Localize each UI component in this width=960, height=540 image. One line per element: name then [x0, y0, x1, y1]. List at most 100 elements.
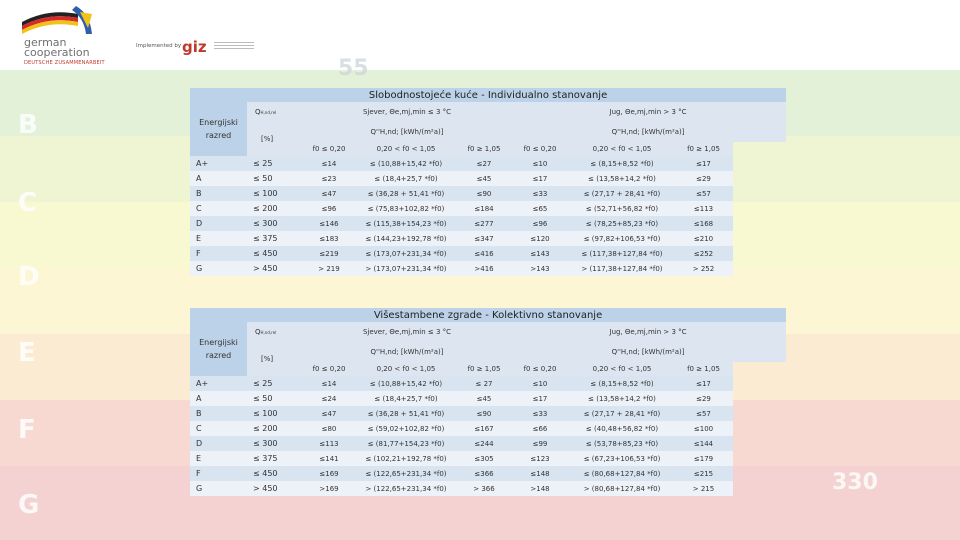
logo-line-3: DEUTSCHE ZUSAMMENARBEIT — [24, 60, 105, 66]
energy-class-cell: B — [190, 406, 247, 421]
energy-class-header: Energijski razred — [190, 102, 247, 156]
table-title-row: Slobodnostojeće kuće - Individualno stan… — [190, 88, 787, 102]
value-cell: ≤17 — [674, 376, 733, 391]
bg-letter: B — [18, 110, 38, 140]
percent-header: [%] — [247, 122, 304, 156]
energy-class-cell: C — [190, 201, 247, 216]
percent-cell: ≤ 300 — [247, 436, 304, 451]
table-row: E ≤ 375 ≤141 ≤ (102,21+192,78 *f0) ≤305 ≤123 ≤… — [190, 451, 786, 466]
value-cell: ≤29 — [674, 171, 733, 186]
q-main: Q — [255, 108, 261, 116]
energy-class-cell: A — [190, 171, 247, 186]
value-cell: ≤ (117,38+127,84 *f0) — [570, 246, 674, 261]
q-subscript: H,nd,rel — [260, 110, 277, 115]
implemented-by-label: Implemented by — [136, 43, 182, 49]
table-row: B ≤ 100 ≤47 ≤ (36,28 + 51,41 *f0) ≤90 ≤33 ≤ (2… — [190, 406, 786, 421]
value-cell: ≤100 — [674, 421, 733, 436]
value-cell: ≤ 27 — [458, 376, 510, 391]
percent-cell: ≤ 100 — [247, 406, 304, 421]
table-title: Slobodnostojeće kuće - Individualno stan… — [190, 88, 787, 102]
table-row: A+ ≤ 25 ≤14 ≤ (10,88+15,42 *f0) ≤ 27 ≤10 ≤ (8,… — [190, 376, 786, 391]
energy-class-cell: F — [190, 246, 247, 261]
table-row: D ≤ 300 ≤146 ≤ (115,38+154,23 *f0) ≤277 ≤96 ≤ … — [190, 216, 786, 231]
value-cell: ≤ (97,82+106,53 *f0) — [570, 231, 674, 246]
q-header: QH,nd,rel — [247, 322, 304, 342]
value-cell: ≤168 — [674, 216, 733, 231]
north-header: Sjever, Θe,mj,min ≤ 3 °C — [304, 322, 510, 342]
value-cell: ≤66 — [510, 421, 570, 436]
table-row: F ≤ 450 ≤219 ≤ (173,07+231,34 *f0) ≤416 ≤143 ≤… — [190, 246, 786, 261]
f0-col-header: f0 ≤ 0,20 — [304, 362, 354, 376]
percent-cell: ≤ 100 — [247, 186, 304, 201]
value-cell: ≤ (122,65+231,34 *f0) — [354, 466, 458, 481]
value-cell: > 366 — [458, 481, 510, 496]
table-row: A+ ≤ 25 ≤14 ≤ (10,88+15,42 *f0) ≤27 ≤10 ≤ (8,1… — [190, 156, 786, 171]
f0-col-header: f0 ≥ 1,05 — [458, 142, 510, 156]
bg-letter: G — [18, 490, 40, 520]
f0-col-header: f0 ≤ 0,20 — [510, 142, 570, 156]
value-cell: ≤ (115,38+154,23 *f0) — [354, 216, 458, 231]
value-cell: ≤366 — [458, 466, 510, 481]
energy-class-header: Energijski razred — [190, 322, 247, 376]
value-cell: ≤ (81,77+154,23 *f0) — [354, 436, 458, 451]
value-cell: ≤96 — [304, 201, 354, 216]
qh-south-header: Q''H,nd; [kWh/(m²a)] — [510, 122, 787, 142]
table-row: C ≤ 200 ≤96 ≤ (75,83+102,82 *f0) ≤184 ≤65 ≤ (5… — [190, 201, 786, 216]
value-cell: ≤ (13,58+14,2 *f0) — [570, 391, 674, 406]
value-cell: ≤45 — [458, 391, 510, 406]
value-cell: ≤ (36,28 + 51,41 *f0) — [354, 406, 458, 421]
value-cell: ≤33 — [510, 186, 570, 201]
value-cell: ≤57 — [674, 406, 733, 421]
bg-letter: F — [18, 415, 36, 445]
bg-letter: D — [18, 262, 40, 292]
value-cell: ≤ (27,17 + 28,41 *f0) — [570, 186, 674, 201]
value-cell: ≤90 — [458, 186, 510, 201]
value-cell: ≤10 — [510, 156, 570, 171]
value-cell: ≤ (8,15+8,52 *f0) — [570, 156, 674, 171]
header-row-2: [%] Q''H,nd; [kWh/(m²a)] Q''H,nd; [kWh/(… — [190, 122, 787, 156]
value-cell: ≤47 — [304, 186, 354, 201]
value-cell: >169 — [304, 481, 354, 496]
value-cell: ≤ (102,21+192,78 *f0) — [354, 451, 458, 466]
value-cell: ≤169 — [304, 466, 354, 481]
percent-cell: ≤ 200 — [247, 421, 304, 436]
value-cell: ≤80 — [304, 421, 354, 436]
value-cell: ≤252 — [674, 246, 733, 261]
value-cell: ≤146 — [304, 216, 354, 231]
percent-header: [%] — [247, 342, 304, 376]
table-row: E ≤ 375 ≤183 ≤ (144,23+192,78 *f0) ≤347 ≤120 ≤… — [190, 231, 786, 246]
flag-swoosh-icon — [22, 6, 92, 34]
value-cell: ≤ (18,4+25,7 *f0) — [354, 171, 458, 186]
logo-line-1: german — [24, 36, 67, 49]
q-main: Q — [255, 328, 261, 336]
value-cell: ≤23 — [304, 171, 354, 186]
f0-col-header: 0,20 < f0 < 1,05 — [570, 142, 674, 156]
bg-letter: E — [18, 338, 36, 368]
energy-class-cell: A+ — [190, 376, 247, 391]
value-cell: ≤10 — [510, 376, 570, 391]
f0-col-header: 0,20 < f0 < 1,05 — [354, 362, 458, 376]
value-cell: ≤17 — [510, 171, 570, 186]
value-cell: ≤ (75,83+102,82 *f0) — [354, 201, 458, 216]
value-cell: > 215 — [674, 481, 733, 496]
value-cell: ≤17 — [510, 391, 570, 406]
value-cell: > (173,07+231,34 *f0) — [354, 261, 458, 276]
value-cell: ≤27 — [458, 156, 510, 171]
header-row-1: Energijski razred QH,nd,rel Sjever, Θe,m… — [190, 102, 787, 156]
table-row: A ≤ 50 ≤24 ≤ (18,4+25,7 *f0) ≤45 ≤17 ≤ (13,58+… — [190, 391, 786, 406]
value-cell: >416 — [458, 261, 510, 276]
value-cell: ≤ (144,23+192,78 *f0) — [354, 231, 458, 246]
value-cell: ≤144 — [674, 436, 733, 451]
value-cell: ≤24 — [304, 391, 354, 406]
table-row: D ≤ 300 ≤113 ≤ (81,77+154,23 *f0) ≤244 ≤99 ≤ (… — [190, 436, 786, 451]
value-cell: ≤14 — [304, 156, 354, 171]
energy-table-individual: Slobodnostojeće kuće - Individualno stan… — [190, 88, 787, 276]
bg-number: 330 — [832, 470, 878, 495]
value-cell: ≤ (67,23+106,53 *f0) — [570, 451, 674, 466]
table-row: C ≤ 200 ≤80 ≤ (59,02+102,82 *f0) ≤167 ≤66 ≤ (4… — [190, 421, 786, 436]
bg-number: 55 — [338, 56, 369, 81]
value-cell: ≤57 — [674, 186, 733, 201]
value-cell: >148 — [510, 481, 570, 496]
header-row-3: f0 ≤ 0,20 0,20 < f0 < 1,05 f0 ≥ 1,05 f0 … — [190, 362, 786, 376]
energy-class-cell: G — [190, 261, 247, 276]
